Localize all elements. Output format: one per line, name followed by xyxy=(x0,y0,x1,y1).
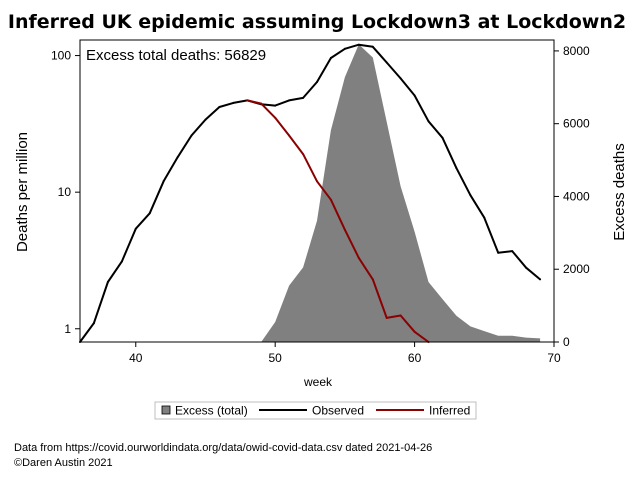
inferred-point xyxy=(302,153,305,156)
observed-point xyxy=(399,77,402,80)
x-axis-label: week xyxy=(303,375,333,389)
observed-point xyxy=(525,266,528,269)
inferred-point xyxy=(413,330,416,333)
observed-point xyxy=(441,136,444,139)
inferred-point xyxy=(399,314,402,317)
y-left-tick-label: 100 xyxy=(51,49,71,63)
observed-point xyxy=(371,45,374,48)
observed-point xyxy=(511,250,514,253)
observed-point xyxy=(162,180,165,183)
observed-point xyxy=(413,94,416,97)
observed-point xyxy=(497,251,500,254)
excess-total-annotation: Excess total deaths: 56829 xyxy=(86,47,266,64)
inferred-point xyxy=(260,102,263,105)
x-tick-label: 40 xyxy=(129,351,143,365)
observed-point xyxy=(316,81,318,83)
x-tick-label: 60 xyxy=(408,351,422,365)
inferred-point xyxy=(357,256,360,259)
observed-point xyxy=(148,212,151,215)
y-axis-right-label: Excess deaths xyxy=(611,143,628,241)
observed-point xyxy=(274,104,277,107)
observed-point xyxy=(134,227,137,230)
observed-point xyxy=(385,61,388,64)
observed-line xyxy=(79,43,541,343)
inferred-point xyxy=(343,228,346,231)
legend-label-excess: Excess (total) xyxy=(175,404,248,418)
x-tick-label: 70 xyxy=(547,351,561,365)
inferred-point xyxy=(371,278,374,281)
inferred-point xyxy=(329,198,332,201)
footer-copyright: ©Daren Austin 2021 xyxy=(14,457,113,469)
observed-point xyxy=(218,106,221,108)
excess-area-layer xyxy=(247,44,541,343)
y-left-tick-label: 1 xyxy=(64,322,71,336)
x-axis-ticks: 40 50 60 70 xyxy=(129,342,561,365)
x-tick-label: 50 xyxy=(268,351,282,365)
y-right-tick-label: 6000 xyxy=(563,117,590,131)
observed-point xyxy=(232,101,235,104)
plot-frame xyxy=(79,39,555,343)
footer-source: Data from https://covid.ourworldindata.o… xyxy=(14,442,433,454)
excess-area xyxy=(247,44,541,343)
right-axis-ticks: 0 2000 4000 6000 8000 xyxy=(554,44,590,349)
legend-swatch-excess xyxy=(161,405,171,415)
observed-point xyxy=(288,99,291,102)
observed-point xyxy=(204,118,207,121)
inferred-point xyxy=(316,180,318,183)
inferred-point xyxy=(385,316,388,319)
observed-point xyxy=(176,156,179,159)
observed-point xyxy=(106,281,109,283)
observed-point xyxy=(343,47,346,50)
line-layer xyxy=(79,43,542,343)
observed-point xyxy=(357,43,360,46)
legend: Excess (total) Observed Inferred xyxy=(154,401,477,420)
observed-point xyxy=(120,260,123,263)
y-axis-left-label: Deaths per million xyxy=(14,132,31,252)
observed-point xyxy=(483,216,486,219)
chart-title: Inferred UK epidemic assuming Lockdown3 … xyxy=(8,11,626,33)
y-right-tick-label: 4000 xyxy=(563,189,590,203)
observed-point xyxy=(539,278,542,281)
legend-label-inferred: Inferred xyxy=(429,404,470,418)
observed-point xyxy=(190,134,193,137)
observed-point xyxy=(469,194,472,197)
legend-label-observed: Observed xyxy=(312,404,364,418)
inferred-line xyxy=(247,99,430,343)
inferred-point xyxy=(274,116,277,119)
y-right-tick-label: 0 xyxy=(563,335,570,349)
left-axis-ticks: 1 10 100 xyxy=(51,49,80,336)
y-right-tick-label: 2000 xyxy=(563,262,590,276)
observed-point xyxy=(427,120,430,123)
inferred-point xyxy=(246,99,249,102)
observed-point xyxy=(302,96,305,99)
observed-point xyxy=(329,57,332,59)
observed-point xyxy=(92,322,95,325)
observed-point xyxy=(455,167,458,170)
inferred-point xyxy=(288,134,291,137)
y-right-tick-label: 8000 xyxy=(563,44,590,58)
y-left-tick-label: 10 xyxy=(58,185,72,199)
legend-box xyxy=(154,401,477,420)
